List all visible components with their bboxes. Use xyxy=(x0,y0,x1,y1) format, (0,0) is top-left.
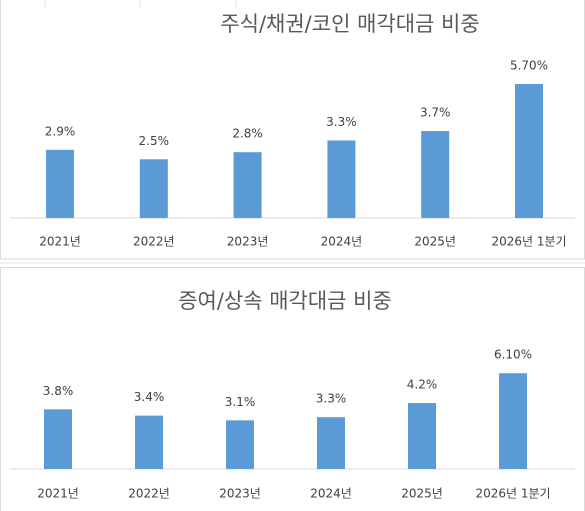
bar xyxy=(317,417,345,469)
bar xyxy=(499,373,527,469)
value-label: 3.8% xyxy=(43,384,74,398)
bar xyxy=(44,409,72,469)
x-tick-label: 2026년 1분기 xyxy=(475,487,550,501)
bar xyxy=(233,152,262,218)
x-tick-label: 2023년 xyxy=(227,235,269,249)
bar xyxy=(421,131,450,218)
x-tick-label: 2021년 xyxy=(37,487,79,501)
value-label: 2.8% xyxy=(232,127,263,141)
value-label: 2.5% xyxy=(139,134,170,148)
value-label: 4.2% xyxy=(407,378,438,392)
value-label: 2.9% xyxy=(45,124,76,138)
value-label: 3.3% xyxy=(326,115,357,129)
bar xyxy=(515,84,543,218)
x-tick-label: 2022년 xyxy=(128,487,170,501)
x-tick-label: 2025년 xyxy=(401,487,443,501)
x-tick-label: 2025년 xyxy=(414,235,456,249)
value-label: 3.4% xyxy=(134,390,165,404)
bar xyxy=(226,420,254,469)
bar xyxy=(46,149,74,218)
bar xyxy=(135,415,163,469)
x-tick-label: 2026년 1분기 xyxy=(491,235,566,249)
x-tick-label: 2024년 xyxy=(310,487,352,501)
x-tick-label: 2022년 xyxy=(133,235,175,249)
value-label: 3.7% xyxy=(420,106,451,120)
x-tick-label: 2023년 xyxy=(219,487,261,501)
x-tick-label: 2024년 xyxy=(321,235,363,249)
chart-title: 증여/상속 매각대금 비중 xyxy=(178,289,392,313)
value-label: 5.70% xyxy=(510,59,548,73)
bar xyxy=(139,159,168,218)
value-label: 3.1% xyxy=(225,395,256,409)
bar xyxy=(327,140,356,218)
chart-title: 주식/채권/코인 매각대금 비중 xyxy=(220,12,479,36)
bar xyxy=(408,403,436,469)
value-label: 6.10% xyxy=(494,348,532,362)
x-tick-label: 2021년 xyxy=(39,235,81,249)
sheet-grid xyxy=(0,0,585,264)
value-label: 3.3% xyxy=(316,392,347,406)
